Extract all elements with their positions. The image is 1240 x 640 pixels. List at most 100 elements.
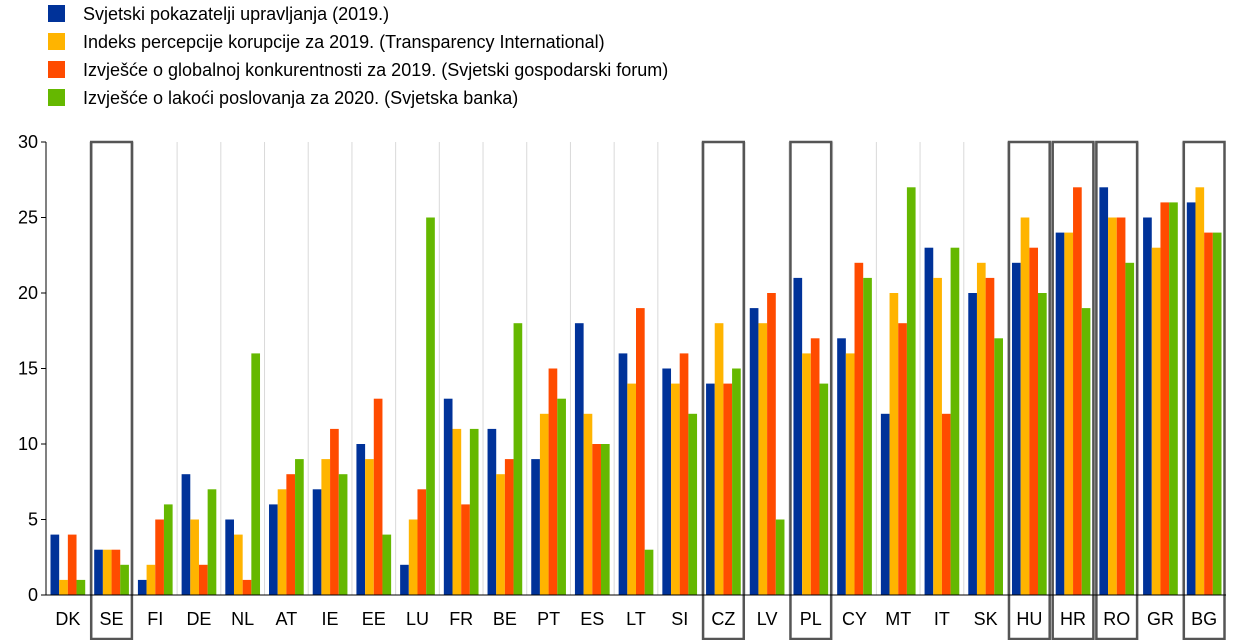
bar-hu-series-1 [1011, 262, 1021, 595]
bar-mt-series-2 [889, 293, 899, 595]
bar-lu-series-4 [426, 217, 435, 595]
highlight-box-ro [1095, 140, 1139, 640]
bar-it-series-4 [950, 247, 960, 595]
bar-lv-series-1 [749, 308, 759, 595]
bar-cz-series-3 [723, 383, 733, 595]
bar-ro-series-4 [1125, 262, 1135, 595]
bar-cy-series-1 [837, 338, 846, 595]
x-category-label: ES [580, 609, 604, 629]
bar-mt-series-4 [906, 187, 916, 596]
bar-se-series-2 [102, 549, 112, 595]
y-tick-label: 5 [28, 510, 38, 530]
bar-es-series-1 [574, 323, 584, 595]
bar-nl-series-2 [233, 534, 243, 595]
bar-pl-series-4 [819, 383, 829, 595]
bar-bg-series-3 [1204, 232, 1213, 595]
x-category-label: FR [449, 609, 473, 629]
bar-it-series-2 [933, 277, 942, 595]
bar-hr-series-3 [1073, 187, 1082, 596]
bar-si-series-4 [688, 413, 698, 595]
bar-fr-series-3 [461, 504, 470, 595]
bar-sk-series-4 [994, 338, 1003, 595]
bar-be-series-2 [496, 474, 505, 595]
bar-bg-series-4 [1212, 232, 1222, 595]
x-category-label: PL [800, 609, 822, 629]
x-category-label: LV [757, 609, 778, 629]
bar-dk-series-2 [59, 579, 68, 595]
bar-bg-series-2 [1195, 187, 1205, 596]
bar-lu-series-2 [408, 519, 418, 595]
bar-nl-series-1 [225, 519, 234, 595]
bar-fr-series-2 [452, 428, 462, 595]
bar-de-series-4 [207, 489, 217, 595]
highlight-box-bg [1182, 140, 1226, 640]
bar-fr-series-1 [443, 398, 453, 595]
bar-at-series-1 [269, 504, 278, 595]
x-category-label: SK [974, 609, 998, 629]
category-separators [89, 142, 1183, 595]
bar-lu-series-3 [417, 489, 427, 595]
legend-label: Izvješće o lakoći poslovanja za 2020. (S… [83, 88, 518, 108]
bars [50, 187, 1222, 596]
bar-hu-series-4 [1038, 293, 1047, 595]
x-category-label: DK [55, 609, 80, 629]
bar-cy-series-3 [854, 262, 864, 595]
highlight-box-se [89, 140, 134, 640]
y-axis: 0 5 10 15 20 25 30 [18, 132, 47, 605]
bar-ee-series-4 [382, 534, 392, 595]
bar-lt-series-1 [618, 353, 628, 595]
bar-dk-series-3 [67, 534, 77, 595]
x-axis: DK SE FI DE NL AT IE EE LU FR BE PT ES LT SI CZ LV PL CY MT… [46, 594, 1226, 629]
bar-lt-series-2 [627, 383, 636, 595]
x-category-label: CZ [711, 609, 735, 629]
bar-ee-series-3 [373, 398, 383, 595]
bar-be-series-3 [504, 459, 514, 595]
legend-swatch [48, 61, 65, 78]
bar-gr-series-4 [1169, 202, 1178, 595]
bar-pl-series-2 [802, 353, 811, 595]
bar-de-series-3 [198, 564, 208, 595]
x-category-label: HR [1060, 609, 1086, 629]
legend-label: Svjetski pokazatelji upravljanja (2019.) [83, 4, 389, 24]
bar-bg-series-1 [1186, 202, 1196, 595]
bar-es-series-3 [592, 444, 601, 595]
bar-fi-series-2 [146, 564, 156, 595]
y-tick-label: 30 [18, 132, 38, 152]
bar-nl-series-4 [251, 353, 261, 595]
bar-it-series-1 [924, 247, 934, 595]
x-category-label: EE [362, 609, 386, 629]
bar-cz-series-4 [732, 368, 741, 595]
x-category-label: BE [493, 609, 517, 629]
bar-ie-series-1 [312, 489, 322, 595]
x-category-label: FI [147, 609, 163, 629]
bar-ie-series-4 [338, 474, 348, 595]
bar-si-series-1 [662, 368, 672, 595]
x-category-label: LT [626, 609, 646, 629]
x-category-label: RO [1103, 609, 1130, 629]
highlight-box-cz [701, 140, 746, 640]
bar-fi-series-3 [155, 519, 164, 595]
x-category-label: SE [100, 609, 124, 629]
bar-at-series-2 [277, 489, 287, 595]
bar-pt-series-2 [539, 413, 549, 595]
bar-hu-series-3 [1029, 247, 1039, 595]
bar-gr-series-1 [1143, 217, 1152, 595]
bar-ee-series-2 [365, 459, 374, 595]
bar-sk-series-1 [968, 293, 977, 595]
bar-fi-series-4 [163, 504, 173, 595]
x-category-label: GR [1147, 609, 1174, 629]
bar-lt-series-4 [644, 549, 654, 595]
bar-lv-series-3 [767, 293, 776, 595]
legend: Svjetski pokazatelji upravljanja (2019.)… [48, 4, 668, 108]
bar-sk-series-3 [985, 277, 995, 595]
bar-hr-series-4 [1081, 308, 1091, 595]
bar-mt-series-3 [898, 323, 907, 595]
bar-be-series-1 [487, 428, 497, 595]
y-tick-label: 20 [18, 283, 38, 303]
x-category-label: SI [671, 609, 688, 629]
bar-ro-series-1 [1099, 187, 1109, 596]
bar-at-series-4 [295, 459, 304, 595]
y-tick-label: 10 [18, 434, 38, 454]
legend-label: Izvješće o globalnoj konkurentnosti za 2… [83, 60, 668, 80]
x-category-label: CY [842, 609, 867, 629]
